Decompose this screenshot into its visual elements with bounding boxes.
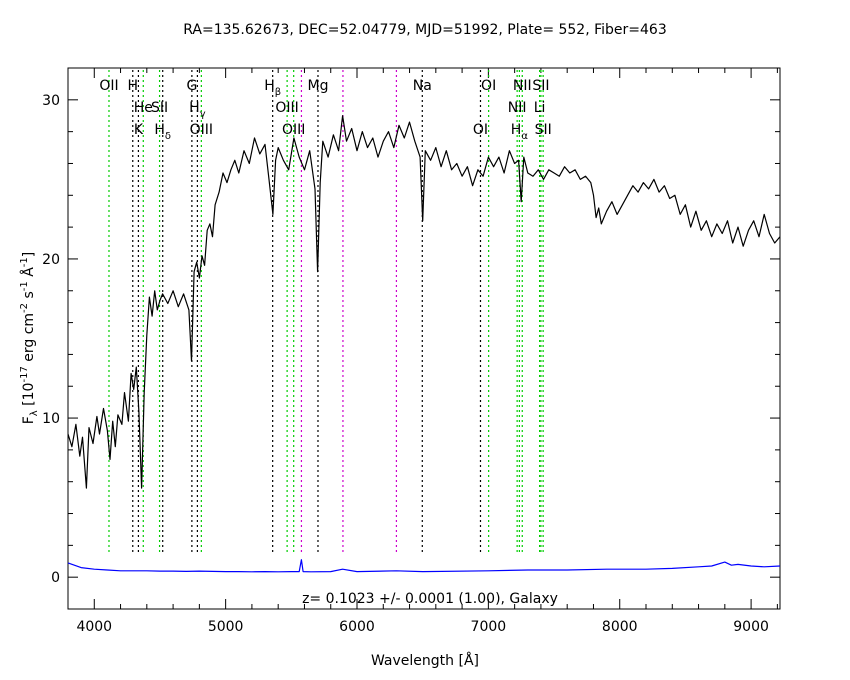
y-label-part1: [10 (21, 383, 37, 411)
spectral-line-label: OII (99, 78, 118, 94)
spectral-line-markers (108, 70, 544, 554)
x-tick-label: 6000 (339, 619, 375, 635)
spectral-line-label: OIII (282, 122, 305, 138)
y-label-part4: Å (20, 267, 37, 281)
spectral-line-label: SII (532, 78, 549, 94)
spectral-line-label: H (127, 78, 138, 94)
flux-series-line (67, 115, 781, 489)
x-tick-label: 7000 (471, 619, 507, 635)
spectral-line-label: K (134, 122, 144, 138)
spectral-line-label: OI (473, 122, 488, 138)
axis-ticks: 4000 5000 6000 7000 8000 9000 0 10 20 30 (42, 68, 780, 635)
y-label-part2: erg cm (21, 313, 37, 366)
spectral-line-label: G (186, 78, 197, 94)
spectral-line-label: Hγ (189, 100, 206, 120)
spectral-line-label: Hβ (264, 78, 281, 98)
y-label-prefix: F (21, 416, 37, 424)
y-label-exp2: -2 (19, 303, 30, 313)
y-axis-label: Fλ [10-17 erg cm-2 s-1 Å-1] (19, 252, 40, 425)
y-tick-label: 20 (42, 252, 60, 268)
spectral-line-label: SII (535, 122, 552, 138)
x-tick-label: 4000 (76, 619, 112, 635)
spectral-line-label: SII (151, 100, 168, 116)
spectral-line-label: Hα (511, 122, 529, 142)
plot-frame (67, 67, 781, 610)
x-axis-label: Wavelength [Å] (371, 652, 479, 669)
spectral-line-label: NII (508, 100, 527, 116)
spectral-line-label: OIII (190, 122, 213, 138)
spectral-line-label: NII (513, 78, 532, 94)
x-tick-label: 8000 (602, 619, 638, 635)
redshift-annotation: z= 0.1023 +/- 0.0001 (1.00), Galaxy (302, 591, 558, 607)
error-series-line (67, 559, 781, 573)
series-lines (67, 115, 781, 573)
x-tick-label: 9000 (733, 619, 769, 635)
y-label-part3: s (21, 291, 37, 303)
spectral-line-label: OI (481, 78, 496, 94)
spectral-line-label: He (134, 100, 153, 116)
y-label-exp4: -1 (19, 257, 30, 267)
y-tick-label: 0 (51, 570, 60, 586)
spectral-line-label: Na (413, 78, 432, 94)
y-label-subscript: λ (29, 410, 40, 416)
spectral-line-label: OIII (275, 100, 298, 116)
y-tick-label: 10 (42, 411, 60, 427)
spectral-line-label: Li (534, 100, 546, 116)
y-label-part5: ] (21, 252, 37, 257)
y-tick-label: 30 (42, 93, 60, 109)
x-tick-label: 5000 (208, 619, 244, 635)
chart-title: RA=135.62673, DEC=52.04779, MJD=51992, P… (183, 22, 667, 38)
spectral-line-label: Mg (308, 78, 329, 94)
y-label-exp3: -1 (19, 281, 30, 291)
spectral-line-label: Hδ (154, 122, 171, 142)
spectral-line-labels: OII H He K SII Hδ G Hγ OIII Hβ OIII OIII Mg Na OI OI NII… (99, 78, 551, 142)
y-label-exp1: -17 (19, 366, 30, 382)
